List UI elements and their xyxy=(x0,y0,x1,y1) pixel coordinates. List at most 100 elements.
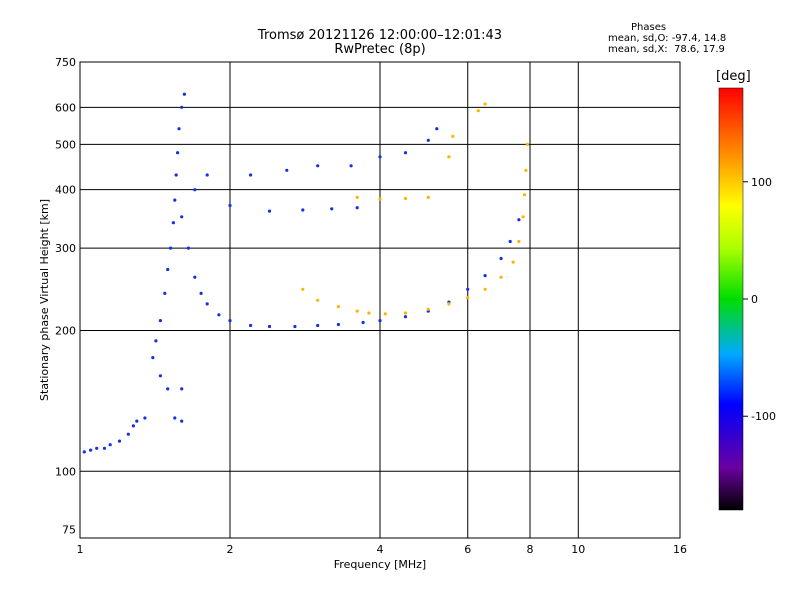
data-point xyxy=(180,215,184,219)
colorbar-ticks: -100 0 100 xyxy=(743,176,776,423)
data-point xyxy=(186,246,190,250)
data-point xyxy=(180,105,184,109)
data-point xyxy=(173,416,177,420)
data-point xyxy=(378,197,382,201)
y-tick-label: 200 xyxy=(55,324,76,337)
data-point xyxy=(483,274,487,278)
data-point xyxy=(316,164,320,168)
data-point xyxy=(158,319,162,323)
data-point xyxy=(499,275,503,279)
data-point xyxy=(316,323,320,328)
x-tick-label: 8 xyxy=(527,543,534,556)
x-axis-label: Frequency [MHz] xyxy=(334,558,426,571)
data-point xyxy=(117,439,122,443)
data-point xyxy=(447,302,451,306)
data-point xyxy=(166,267,170,272)
data-point xyxy=(525,142,529,146)
data-point xyxy=(403,196,408,201)
data-point xyxy=(293,324,297,329)
data-point xyxy=(228,203,232,208)
data-point xyxy=(378,155,382,159)
data-point xyxy=(355,206,359,210)
data-point xyxy=(205,173,209,177)
data-point xyxy=(378,319,382,323)
y-tick-label: 500 xyxy=(55,138,76,151)
colorbar-tick-label: 100 xyxy=(751,176,772,189)
data-point xyxy=(169,246,173,250)
x-tick-label: 4 xyxy=(377,543,384,556)
data-point xyxy=(466,296,470,300)
x-tick-label: 1 xyxy=(77,543,84,556)
data-point xyxy=(316,298,320,302)
data-point xyxy=(182,92,186,96)
data-point xyxy=(466,287,470,291)
y-axis-label: Stationary phase Virtual Height [km] xyxy=(38,199,51,401)
data-point xyxy=(173,198,177,202)
colorbar xyxy=(718,87,744,511)
data-point xyxy=(249,173,253,177)
data-point xyxy=(180,387,184,391)
data-point xyxy=(154,339,158,343)
data-point xyxy=(143,416,147,420)
colorbar-unit: [deg] xyxy=(716,69,751,84)
data-point xyxy=(158,374,162,378)
data-point xyxy=(524,168,528,172)
data-point xyxy=(403,151,408,155)
data-point xyxy=(163,291,167,295)
data-point xyxy=(131,424,135,428)
data-point xyxy=(522,193,527,197)
data-point xyxy=(355,195,359,199)
data-point xyxy=(126,432,130,436)
data-point xyxy=(171,221,175,225)
stats-label: Phases xyxy=(631,22,667,33)
data-point xyxy=(517,218,521,222)
data-point xyxy=(499,256,503,261)
data-point xyxy=(361,320,365,325)
data-point xyxy=(508,239,512,244)
data-point xyxy=(383,312,387,316)
data-point xyxy=(267,324,272,329)
data-point xyxy=(403,315,408,319)
data-point xyxy=(166,387,170,391)
grid xyxy=(80,62,680,538)
data-point xyxy=(176,151,180,155)
data-point xyxy=(89,448,93,452)
data-point xyxy=(199,291,203,295)
data-point xyxy=(355,309,359,313)
y-tick-label: 600 xyxy=(55,101,76,114)
data-point xyxy=(521,215,525,219)
data-point xyxy=(336,305,340,309)
data-point xyxy=(435,127,439,131)
data-point xyxy=(476,109,480,113)
data-point xyxy=(228,319,232,323)
data-point xyxy=(82,450,86,454)
data-point xyxy=(447,155,451,159)
data-point xyxy=(193,275,197,279)
x-tick-label: 2 xyxy=(227,543,234,556)
data-point xyxy=(108,443,112,447)
data-point xyxy=(205,302,209,306)
data-point xyxy=(336,322,340,327)
y-tick-label: 100 xyxy=(55,465,76,478)
data-point xyxy=(193,188,197,192)
data-point xyxy=(426,138,430,142)
data-point xyxy=(177,127,181,131)
data-point xyxy=(180,419,184,423)
y-tick-label: 400 xyxy=(55,184,76,197)
plot-frame xyxy=(79,61,681,539)
data-point xyxy=(135,419,139,423)
colorbar-tick-label: -100 xyxy=(751,410,776,423)
data-point xyxy=(511,260,515,264)
data-point xyxy=(330,207,334,211)
stats-o-mode: mean, sd,O: -97.4, 14.8 xyxy=(608,33,727,44)
y-tick-label: 750 xyxy=(55,56,76,69)
colorbar-tick-label: 0 xyxy=(751,293,758,306)
data-point xyxy=(301,287,305,291)
data-point xyxy=(451,134,455,138)
data-point xyxy=(426,195,430,199)
chart-title: Tromsø 20121126 12:00:00–12:01:43 xyxy=(257,28,503,43)
data-point xyxy=(95,446,99,450)
data-point xyxy=(483,287,487,291)
data-point xyxy=(102,446,107,450)
